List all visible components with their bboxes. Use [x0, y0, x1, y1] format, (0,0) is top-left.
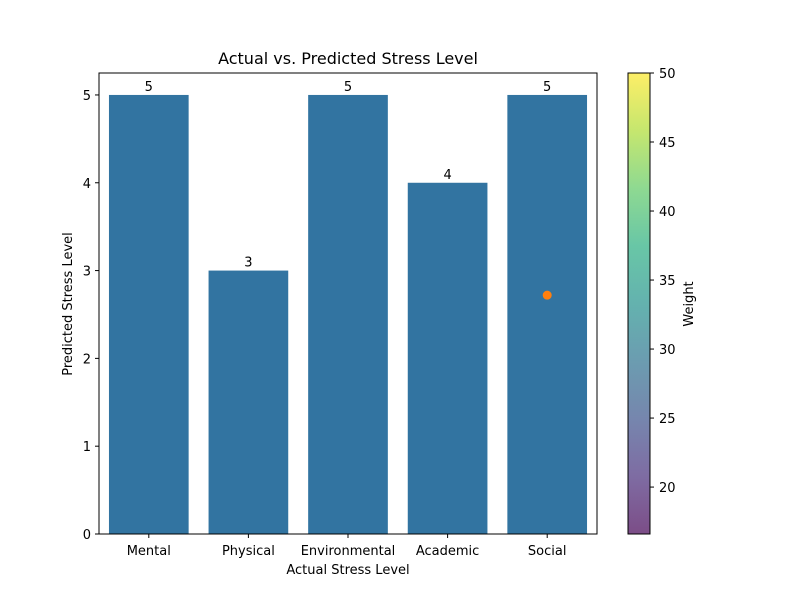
bar [507, 94, 588, 534]
colorbar-tick-label: 40 [659, 205, 676, 220]
x-tick-label: Physical [222, 544, 275, 559]
y-tick-label: 3 [83, 265, 91, 280]
colorbar-tick-label: 30 [659, 343, 676, 358]
x-tick-label: Academic [416, 544, 479, 559]
x-tick-label: Social [528, 544, 567, 559]
bar [308, 94, 388, 534]
y-tick-label: 5 [83, 89, 91, 104]
x-axis: Mental Physical Environmental Academic Socia… [127, 534, 567, 559]
y-tick-label: 0 [83, 528, 91, 543]
data-point [542, 290, 552, 300]
y-axis: 0 1 2 3 4 5 [83, 89, 99, 543]
x-axis-label: Actual Stress Level [286, 563, 409, 578]
colorbar-tick-label: 45 [659, 136, 676, 151]
chart-title: Actual vs. Predicted Stress Level [218, 49, 478, 68]
colorbar-tick-label: 50 [659, 67, 676, 82]
value-labels-group: 5 3 5 4 5 [145, 80, 552, 271]
y-tick-label: 1 [83, 440, 91, 455]
colorbar-tick-label: 25 [659, 412, 676, 427]
overlay-points-group [542, 290, 552, 300]
colorbar-ticks: 20 25 30 35 40 45 50 [650, 67, 676, 496]
colorbar-gradient [628, 73, 650, 534]
bar [208, 270, 289, 534]
x-tick-label: Environmental [301, 544, 396, 559]
y-axis-label: Predicted Stress Level [61, 232, 76, 376]
bar [407, 182, 488, 534]
colorbar-label: Weight [682, 281, 697, 326]
colorbar-tick-label: 20 [659, 481, 676, 496]
colorbar: 20 25 30 35 40 45 50 Weight [627, 67, 697, 535]
bar [108, 94, 189, 534]
bar-value-label: 5 [543, 80, 551, 95]
bar-value-label: 4 [443, 168, 451, 183]
colorbar-frame [627, 72, 651, 535]
bar-value-label: 5 [344, 80, 352, 95]
y-tick-label: 2 [83, 352, 91, 367]
bar-value-label: 3 [244, 256, 252, 271]
y-tick-label: 4 [83, 177, 91, 192]
x-tick-label: Mental [127, 544, 171, 559]
bars-group [108, 94, 588, 534]
bar-value-label: 5 [145, 80, 153, 95]
colorbar-tick-label: 35 [659, 274, 676, 289]
